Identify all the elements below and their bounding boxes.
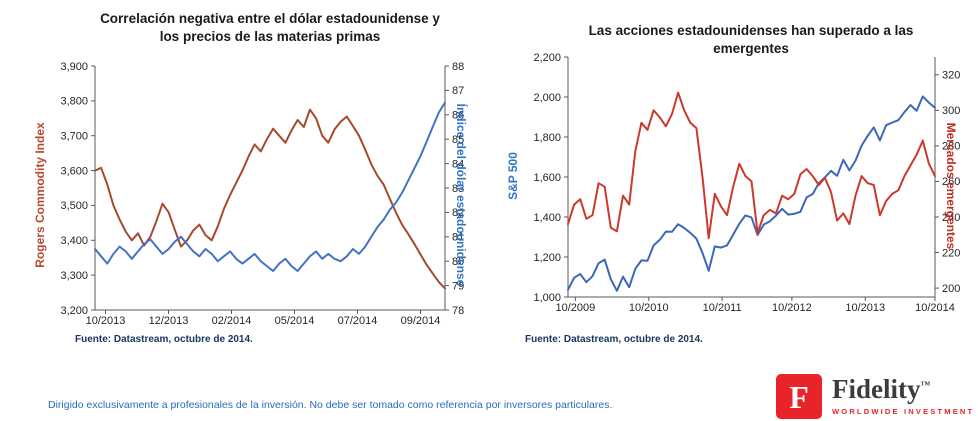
x-axis-tick-label: 12/2013	[149, 315, 189, 327]
disclaimer: Dirigido exclusivamente a profesionales …	[48, 399, 613, 411]
x-axis-tick-label: 05/2014	[275, 315, 315, 327]
right-axis-tick-label: 86	[452, 110, 464, 122]
x-axis-tick-label: 07/2014	[338, 315, 378, 327]
right-axis-tick-label: 240	[942, 212, 960, 224]
right-axis-tick-label: 200	[942, 283, 960, 295]
left-axis-tick-label: 3,200	[60, 305, 88, 317]
x-axis-tick-label: 10/2011	[703, 302, 742, 314]
series-line-s-p-500	[567, 95, 936, 292]
left-axis-tick-label: 1,000	[533, 292, 561, 304]
left-axis-tick-label: 3,600	[60, 165, 88, 177]
left-axis-tick-label: 1,200	[533, 252, 561, 264]
plot-area: 2,200 2,000 1,800 1,600 1,400 1,200 1,000 320 30…	[533, 52, 960, 314]
right-axis-tick-label: 78	[452, 305, 464, 317]
left-axis-title: S&P 500	[506, 152, 520, 200]
right-axis-tick-label: 80	[452, 256, 464, 268]
series-line-mercados-emergentes	[567, 91, 936, 240]
right-axis-tick-label: 85	[452, 134, 464, 146]
x-axis-tick-label: 10/2012	[772, 302, 812, 314]
logo-trademark: ™	[920, 380, 931, 391]
x-axis-tick-label: 02/2014	[212, 315, 252, 327]
left-axis-tick-label: 2,200	[533, 52, 561, 64]
right-axis-tick-label: 79	[452, 280, 464, 292]
left-axis-tick-label: 3,800	[60, 96, 88, 108]
right-axis-tick-label: 220	[942, 247, 960, 259]
series-line-rogers-commodity-index	[94, 108, 446, 290]
right-axis-tick-label: 280	[942, 141, 960, 153]
chart-us-vs-emerging: Las acciones estadounidenses han superad…	[492, 8, 978, 358]
left-axis-tick-label: 2,000	[533, 92, 561, 104]
x-axis-tick-label: 09/2014	[401, 315, 441, 327]
right-axis-tick-label: 87	[452, 85, 464, 97]
right-axis-tick-label: 81	[452, 232, 464, 244]
right-axis-tick-label: 83	[452, 183, 464, 195]
left-axis-tick-label: 3,700	[60, 131, 88, 143]
right-axis-tick-label: 82	[452, 207, 464, 219]
right-axis-title: Índice del dólar estadounidense	[454, 103, 468, 287]
right-axis-title: Mercados emergentes	[944, 122, 958, 250]
right-axis-tick-label: 320	[942, 70, 960, 82]
x-axis-tick-label: 10/2009	[555, 302, 595, 314]
right-axis-tick-label: 260	[942, 176, 960, 188]
x-axis-tick-label: 10/2013	[86, 315, 126, 327]
fidelity-logo: F Fidelity™ WORLDWIDE INVESTMENT	[776, 374, 974, 419]
logo-tagline: WORLDWIDE INVESTMENT	[832, 407, 975, 416]
left-axis-tick-label: 1,800	[533, 132, 561, 144]
fidelity-f-icon: F	[776, 374, 822, 419]
right-axis-tick-label: 84	[452, 158, 464, 170]
left-axis-tick-label: 3,500	[60, 200, 88, 212]
series-line--ndice-del-d-lar-estadounidense	[94, 101, 446, 272]
logo-wordmark: Fidelity™	[832, 374, 931, 404]
logo-glyph: F	[789, 378, 809, 415]
chart-title: Las acciones estadounidenses han superad…	[588, 23, 914, 56]
plot-area: 3,900 3,800 3,700 3,600 3,500 3,400 3,300 3,200…	[60, 61, 464, 327]
source-note: Fuente: Datastream, octubre de 2014.	[75, 334, 253, 345]
left-axis-tick-label: 1,600	[533, 172, 561, 184]
logo-text: Fidelity™ WORLDWIDE INVESTMENT	[832, 374, 975, 417]
right-axis-tick-label: 88	[452, 61, 464, 73]
right-axis-tick-label: 300	[942, 105, 960, 117]
left-axis-title: Rogers Commodity Index	[33, 122, 47, 268]
left-axis-tick-label: 3,400	[60, 235, 88, 247]
left-axis-tick-label: 1,400	[533, 212, 561, 224]
source-note: Fuente: Datastream, octubre de 2014.	[525, 334, 703, 345]
x-axis-tick-label: 10/2010	[629, 302, 669, 314]
left-axis-tick-label: 3,900	[60, 61, 88, 73]
chart-dollar-commodities: Correlación negativa entre el dólar esta…	[20, 8, 480, 358]
left-axis-tick-label: 3,300	[60, 270, 88, 282]
x-axis-tick-label: 10/2013	[845, 302, 885, 314]
x-axis-tick-label: 10/2014	[915, 302, 955, 314]
chart-title: Correlación negativa entre el dólar esta…	[100, 11, 440, 44]
